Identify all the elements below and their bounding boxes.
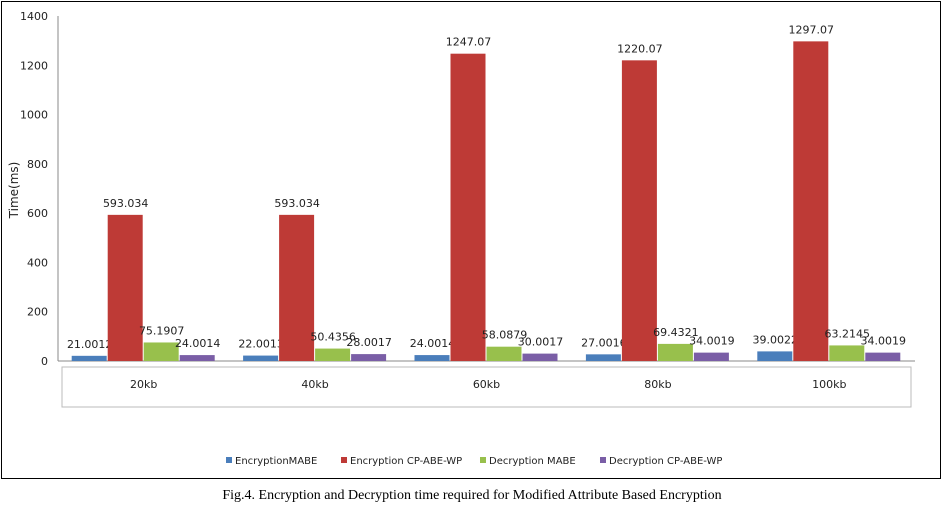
legend-label: Decryption CP-ABE-WP <box>609 456 722 467</box>
bar <box>450 53 486 362</box>
category-axis-box <box>61 366 912 408</box>
bar-chart: 0 200 400 600 800 1000 1200 1400 Time(ms) 20kb 21.… <box>7 10 915 467</box>
data-label: 28.0017 <box>346 336 392 349</box>
legend-swatch <box>341 457 347 463</box>
legend-label: Encryption CP-ABE-WP <box>350 456 462 467</box>
bar <box>486 346 522 361</box>
bar <box>243 355 279 361</box>
data-label: 1297.07 <box>789 23 835 36</box>
data-label: 24.0014 <box>410 337 456 350</box>
bar <box>757 351 793 361</box>
bar <box>279 214 315 361</box>
figure-caption: Fig.4. Encryption and Decryption time re… <box>222 488 722 503</box>
data-label: 21.0012 <box>67 338 113 351</box>
y-tick-label: 600 <box>27 207 48 220</box>
bar <box>585 354 621 361</box>
data-label: 75.1907 <box>139 324 185 337</box>
y-axis-label: Time(ms) <box>7 162 21 220</box>
data-label: 30.0017 <box>518 336 564 349</box>
data-label: 34.0019 <box>689 335 735 348</box>
bar <box>179 355 215 361</box>
data-label: 22.0013 <box>238 338 284 351</box>
bar <box>522 353 558 361</box>
legend-label: EncryptionMABE <box>235 456 317 467</box>
data-label: 1247.07 <box>446 36 492 49</box>
bar <box>351 354 387 361</box>
x-tick-label: 80kb <box>644 378 671 391</box>
data-label: 50.4356 <box>310 331 356 344</box>
bar <box>621 60 657 361</box>
y-tick-label: 1200 <box>20 59 48 72</box>
data-label: 24.0014 <box>175 337 221 350</box>
bar <box>315 348 351 361</box>
data-label: 593.034 <box>274 197 320 210</box>
bar <box>414 355 450 361</box>
y-tick-label: 1000 <box>20 109 48 122</box>
bar <box>865 352 901 361</box>
chart-frame <box>1 1 941 479</box>
bar <box>71 355 107 361</box>
legend-swatch <box>600 457 606 463</box>
y-tick-label: 800 <box>27 158 48 171</box>
bar <box>829 345 865 361</box>
legend-swatch <box>226 457 232 463</box>
x-tick-label: 40kb <box>301 378 328 391</box>
data-label: 27.0016 <box>581 336 627 349</box>
data-label: 69.4321 <box>653 326 699 339</box>
data-label: 63.2145 <box>825 327 871 340</box>
y-tick-label: 0 <box>41 355 48 368</box>
x-tick-label: 60kb <box>473 378 500 391</box>
bar <box>793 41 829 361</box>
x-tick-label: 20kb <box>130 378 157 391</box>
data-label: 593.034 <box>103 197 149 210</box>
bar <box>657 343 693 361</box>
bar <box>143 342 179 361</box>
legend-swatch <box>480 457 486 463</box>
data-label: 1220.07 <box>617 42 663 55</box>
legend-label: Decryption MABE <box>489 456 576 467</box>
bar <box>693 352 729 361</box>
data-label: 34.0019 <box>861 335 907 348</box>
data-label: 58.0879 <box>482 329 528 342</box>
y-tick-label: 1400 <box>20 10 48 23</box>
data-label: 39.0022 <box>753 333 799 346</box>
x-tick-label: 100kb <box>812 378 846 391</box>
y-tick-label: 400 <box>27 256 48 269</box>
y-tick-label: 200 <box>27 306 48 319</box>
bar <box>107 214 143 361</box>
